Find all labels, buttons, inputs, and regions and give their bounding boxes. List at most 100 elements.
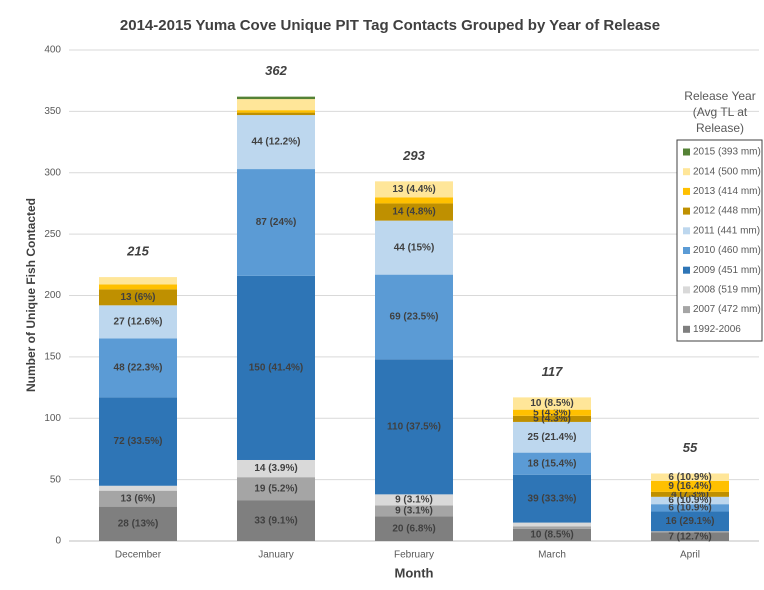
data-label: 9 (16.4%) <box>668 481 711 492</box>
legend-swatch <box>683 207 690 215</box>
bar-segment <box>237 115 315 170</box>
y-axis-label: Number of Unique Fish Contacted <box>24 198 38 392</box>
bar-segment <box>513 409 591 416</box>
bar-segment <box>375 494 453 506</box>
bar-segment <box>237 275 315 460</box>
data-label: 13 (6%) <box>120 493 155 504</box>
legend-swatch <box>683 266 690 274</box>
legend-title: Release) <box>696 121 744 135</box>
data-label: 28 (13%) <box>118 518 159 529</box>
total-label: 362 <box>265 63 287 78</box>
y-tick-label: 300 <box>44 167 61 178</box>
y-tick-label: 250 <box>44 229 61 240</box>
data-label: 13 (6%) <box>120 292 155 303</box>
bar-segment <box>375 274 453 360</box>
x-tick-label: February <box>394 550 434 561</box>
legend-title: (Avg TL at <box>693 105 748 119</box>
data-label: 14 (3.9%) <box>254 463 297 474</box>
bar-segment <box>99 305 177 339</box>
bar-segment <box>375 181 453 198</box>
bar-segment <box>651 531 729 533</box>
bar-segment <box>375 220 453 275</box>
bar-segment <box>99 490 177 507</box>
bar-segment <box>513 526 591 529</box>
data-label: 14 (4.8%) <box>392 207 435 218</box>
data-label: 44 (12.2%) <box>252 137 301 148</box>
data-label: 19 (5.2%) <box>254 483 297 494</box>
y-tick-label: 350 <box>44 106 61 117</box>
bar-segment <box>375 505 453 517</box>
bar-segment <box>651 473 729 481</box>
legend-swatch <box>683 247 690 254</box>
legend-label: 2008 (519 mm) <box>693 285 761 296</box>
bar-segment <box>651 504 729 512</box>
legend-label: 2009 (451 mm) <box>693 265 761 276</box>
data-label: 87 (24%) <box>256 217 297 228</box>
bar-segment <box>375 359 453 495</box>
bar-segment <box>99 506 177 541</box>
bar-segment <box>237 500 315 541</box>
legend-label: 2014 (500 mm) <box>693 166 761 177</box>
bar-segment <box>237 96 315 100</box>
bar-segment <box>513 522 591 527</box>
data-label: 6 (10.9%) <box>668 495 711 506</box>
data-label: 48 (22.3%) <box>114 363 163 374</box>
data-label: 39 (33.3%) <box>528 493 577 504</box>
bar-segment <box>99 485 177 491</box>
data-label: 110 (37.5%) <box>387 421 441 432</box>
y-tick-label: 50 <box>50 474 62 485</box>
total-label: 117 <box>542 364 563 379</box>
x-tick-label: April <box>680 550 700 561</box>
y-tick-label: 150 <box>44 352 61 363</box>
x-axis-label: Month <box>395 565 434 580</box>
x-tick-label: December <box>115 550 162 561</box>
data-label: 6 (10.9%) <box>668 502 711 513</box>
data-label: 16 (29.1%) <box>666 516 715 527</box>
bar-segment <box>513 397 591 410</box>
data-label: 27 (12.6%) <box>114 317 163 328</box>
bar-segment <box>651 532 729 541</box>
data-label: 7 (12.7%) <box>668 531 711 542</box>
bar-segment <box>237 459 315 478</box>
data-label: 9 (3.1%) <box>395 506 433 517</box>
bar-segment <box>651 491 729 497</box>
x-tick-label: January <box>258 550 294 561</box>
bar-segment <box>237 99 315 111</box>
chart-title: 2014-2015 Yuma Cove Unique PIT Tag Conta… <box>120 17 660 34</box>
total-label: 55 <box>683 440 698 455</box>
legend-title: Release Year <box>684 89 755 103</box>
legend-label: 2007 (472 mm) <box>693 304 761 315</box>
bar-segment <box>99 397 177 486</box>
bar-segment <box>99 277 177 285</box>
legend-swatch <box>683 227 690 235</box>
legend-box <box>676 139 763 342</box>
legend-label: 2010 (460 mm) <box>693 245 761 256</box>
legend-label: 2013 (414 mm) <box>693 186 761 197</box>
data-label: 4 (7.3%) <box>671 489 709 500</box>
x-tick-label: March <box>538 550 566 561</box>
bar-segment <box>237 169 315 276</box>
total-label: 215 <box>126 244 149 259</box>
legend-label: 2011 (441 mm) <box>693 225 760 236</box>
data-label: 5 (4.3%) <box>533 407 571 418</box>
bar-segment <box>651 496 729 505</box>
data-label: 13 (4.4%) <box>392 184 435 195</box>
bar-segment <box>513 415 591 422</box>
legend-swatch <box>683 148 690 156</box>
bar-segment <box>375 203 453 221</box>
data-label: 9 (3.1%) <box>395 495 433 506</box>
legend-label: 2012 (448 mm) <box>693 206 761 217</box>
bar-segment <box>651 480 729 492</box>
data-label: 44 (15%) <box>394 242 435 253</box>
data-label: 72 (33.5%) <box>114 436 163 447</box>
data-label: 10 (8.5%) <box>530 398 573 409</box>
data-label: 6 (10.9%) <box>668 472 711 483</box>
bar-segment <box>651 511 729 532</box>
legend-swatch <box>683 187 690 195</box>
legend-label: 1992-2006 <box>693 324 741 335</box>
y-tick-label: 200 <box>44 290 61 301</box>
bar-segment <box>513 452 591 475</box>
data-label: 5 (4.3%) <box>533 414 571 425</box>
legend-swatch <box>683 168 690 176</box>
